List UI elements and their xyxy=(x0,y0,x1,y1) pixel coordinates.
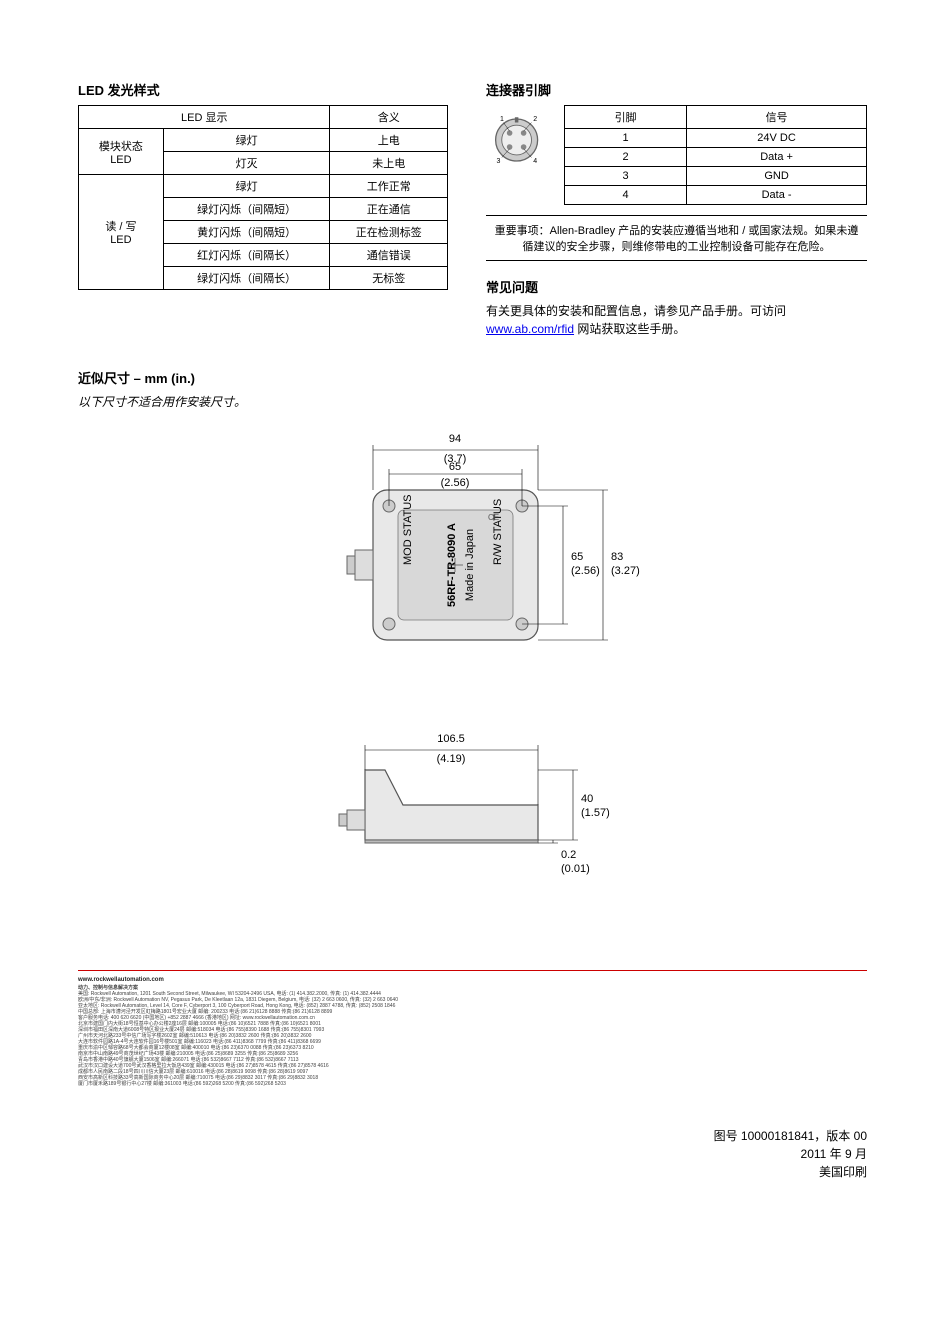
pin-table: 引脚 信号 124V DC 2Data + 3GND 4Data - xyxy=(564,105,867,205)
pin-wrap: 1 2 3 4 引脚 信号 124V DC 2Data + 3GND 4Data… xyxy=(486,105,867,205)
pub-date: 2011 年 9 月 xyxy=(78,1145,867,1163)
led-g1-r1-m: 正在通信 xyxy=(330,198,448,221)
led-header-meaning: 含义 xyxy=(330,106,448,129)
publication-info: 图号 10000181841，版本 00 2011 年 9 月 美国印刷 xyxy=(78,1127,867,1181)
led-title: LED 发光样式 xyxy=(78,80,448,99)
pin-header-signal: 信号 xyxy=(687,106,867,129)
pin-r0-s: 24V DC xyxy=(687,129,867,148)
led-g1-r3-d: 红灯闪烁（间隔长） xyxy=(163,244,330,267)
top-columns: LED 发光样式 LED 显示 含义 模块状态 LED 绿灯 上电 灯灭 未上电 xyxy=(78,80,867,338)
pub-number: 图号 10000181841，版本 00 xyxy=(78,1127,867,1145)
mod-status-label: MOD STATUS xyxy=(402,495,414,565)
footer-divider xyxy=(78,970,867,971)
dim-inner-h-mm: 65 xyxy=(571,551,583,563)
footer-fine-print: 动力、控制与信息解决方案 美国: Rockwell Automation, 12… xyxy=(78,985,498,1087)
important-text: Allen-Bradley 产品的安装应遵循当地和 / 或国家法规。如果未遵循建… xyxy=(523,225,859,253)
pin-r2-s: GND xyxy=(687,167,867,186)
pin-r1-s: Data + xyxy=(687,148,867,167)
led-g1-r1-d: 绿灯闪烁（间隔短） xyxy=(163,198,330,221)
led-group1-label: 读 / 写 LED xyxy=(79,175,164,290)
faq-link[interactable]: www.ab.com/rfid xyxy=(486,322,574,336)
led-g0-r1-m: 未上电 xyxy=(330,152,448,175)
led-section: LED 发光样式 LED 显示 含义 模块状态 LED 绿灯 上电 灯灭 未上电 xyxy=(78,80,448,290)
dim-inner-w-in: (2.56) xyxy=(440,477,469,489)
faq-after: 网站获取这些手册。 xyxy=(574,322,685,336)
pin-lbl-4: 4 xyxy=(533,158,537,165)
important-box: 重要事项：Allen-Bradley 产品的安装应遵循当地和 / 或国家法规。如… xyxy=(486,215,867,261)
side-h-mm: 40 xyxy=(581,793,593,805)
pin-lbl-1: 1 xyxy=(500,116,504,123)
faq-before: 有关更具体的安装和配置信息，请参见产品手册。可访问 xyxy=(486,304,786,318)
dims-title: 近似尺寸 – mm (in.) xyxy=(78,368,867,387)
side-base-in: (0.01) xyxy=(561,863,590,875)
pin-lbl-3: 3 xyxy=(497,158,501,165)
led-header-display: LED 显示 xyxy=(79,106,330,129)
side-base-mm: 0.2 xyxy=(561,849,576,861)
dim-outer-h-in: (3.27) xyxy=(611,565,640,577)
dim-outer-h-mm: 83 xyxy=(611,551,623,563)
side-len-mm: 106.5 xyxy=(437,733,465,745)
top-view-drawing: MOD STATUS 56RF-TR-8090 A R/W STATUS Mad… xyxy=(293,420,653,680)
pin-r2-p: 3 xyxy=(565,167,687,186)
pin-header-pin: 引脚 xyxy=(565,106,687,129)
dims-note: 以下尺寸不适合用作安装尺寸。 xyxy=(78,393,867,410)
led-g1-r0-m: 工作正常 xyxy=(330,175,448,198)
led-g0-r0-m: 上电 xyxy=(330,129,448,152)
dim-outer-w-mm: 94 xyxy=(448,433,460,445)
pin-title: 连接器引脚 xyxy=(486,80,867,99)
svg-text:CE: CE xyxy=(488,513,499,522)
pub-print: 美国印刷 xyxy=(78,1163,867,1181)
faq-title: 常见问题 xyxy=(486,277,867,296)
led-g1-r2-m: 正在检测标签 xyxy=(330,221,448,244)
made-in-label: Made in Japan xyxy=(464,529,476,601)
drawings-container: MOD STATUS 56RF-TR-8090 A R/W STATUS Mad… xyxy=(78,420,867,890)
led-g1-r4-m: 无标签 xyxy=(330,267,448,290)
pin-lbl-2: 2 xyxy=(533,116,537,123)
important-label: 重要事项： xyxy=(495,225,550,237)
side-len-in: (4.19) xyxy=(436,753,465,765)
connector-diagram: 1 2 3 4 xyxy=(486,105,556,175)
led-g1-r2-d: 黄灯闪烁（间隔短） xyxy=(163,221,330,244)
side-h-in: (1.57) xyxy=(581,807,610,819)
dimensions-section: 近似尺寸 – mm (in.) 以下尺寸不适合用作安装尺寸。 MOD STATU… xyxy=(78,368,867,890)
page-root: LED 发光样式 LED 显示 含义 模块状态 LED 绿灯 上电 灯灭 未上电 xyxy=(0,0,945,1221)
pin-r3-s: Data - xyxy=(687,186,867,205)
led-g0-r0-d: 绿灯 xyxy=(163,129,330,152)
rw-status-label: R/W STATUS xyxy=(492,499,504,565)
dim-inner-h-in: (2.56) xyxy=(571,565,600,577)
led-g1-r0-d: 绿灯 xyxy=(163,175,330,198)
dim-inner-w-mm: 65 xyxy=(448,461,460,473)
led-g1-r3-m: 通信错误 xyxy=(330,244,448,267)
side-view-drawing: 106.5 (4.19) 40 (1.57) 0.2 (0.01) xyxy=(293,710,653,890)
right-column: 连接器引脚 1 xyxy=(486,80,867,338)
pin-r3-p: 4 xyxy=(565,186,687,205)
led-table: LED 显示 含义 模块状态 LED 绿灯 上电 灯灭 未上电 读 / 写 LE… xyxy=(78,105,448,290)
led-g1-r4-d: 绿灯闪烁（间隔长） xyxy=(163,267,330,290)
faq-text: 有关更具体的安装和配置信息，请参见产品手册。可访问 www.ab.com/rfi… xyxy=(486,302,867,338)
led-group0-label: 模块状态 LED xyxy=(79,129,164,175)
pin-r1-p: 2 xyxy=(565,148,687,167)
footer-website: www.rockwellautomation.com xyxy=(78,977,867,983)
led-g0-r1-d: 灯灭 xyxy=(163,152,330,175)
pin-r0-p: 1 xyxy=(565,129,687,148)
footer-line: 厦门市厦禾路189号银行中心27楼 邮编:361003 电话:(86 592)2… xyxy=(78,1081,498,1087)
